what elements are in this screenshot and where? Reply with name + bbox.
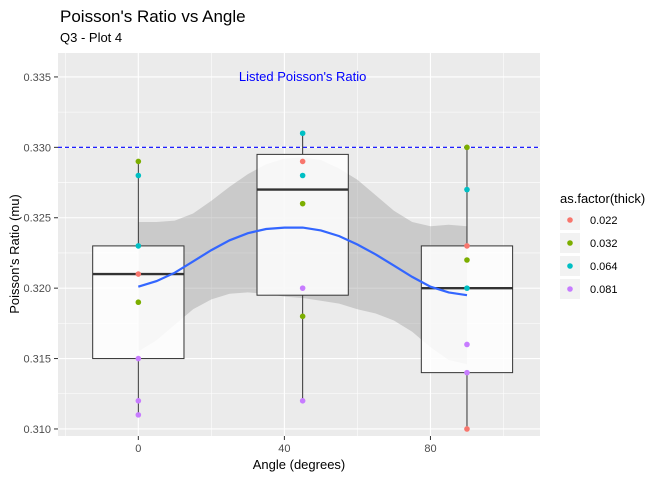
legend: as.factor(thick) 0.022 0.032 0.064 0.081: [560, 191, 645, 299]
boxplot-layer: [92, 133, 514, 429]
x-axis-ticks: 0 40 80: [135, 436, 437, 455]
legend-label: 0.081: [590, 284, 618, 296]
legend-key: [567, 217, 573, 223]
data-point: [299, 130, 306, 137]
data-point: [464, 243, 470, 249]
chart-title: Poisson's Ratio vs Angle: [60, 7, 246, 26]
data-point: [135, 412, 142, 418]
y-tick-label: 0.315: [23, 354, 51, 366]
data-point: [464, 285, 470, 291]
x-tick-label: 40: [278, 443, 290, 455]
smooth-line-layer: [137, 226, 468, 297]
data-point: [299, 313, 306, 320]
legend-key: [567, 263, 573, 269]
legend-key: [567, 286, 573, 292]
box-body: [420, 245, 514, 374]
data-point: [299, 172, 306, 179]
y-tick-label: 0.320: [23, 283, 51, 295]
legend-key: [567, 240, 573, 246]
data-point: [299, 397, 306, 404]
data-point: [135, 271, 142, 277]
data-point: [464, 144, 470, 151]
data-point: [135, 299, 142, 306]
y-tick-label: 0.310: [23, 424, 51, 436]
y-tick-label: 0.335: [23, 72, 51, 84]
legend-label: 0.032: [590, 238, 618, 250]
x-tick-label: 0: [135, 443, 141, 455]
x-axis-title: Angle (degrees): [253, 457, 346, 472]
data-point: [299, 285, 306, 291]
y-axis-ticks: 0.310 0.315 0.320 0.325 0.330 0.335: [23, 72, 58, 436]
data-point: [464, 426, 470, 432]
legend-label: 0.064: [590, 261, 618, 273]
data-point: [135, 243, 142, 249]
reference-annotation: Listed Poisson's Ratio: [239, 69, 367, 84]
data-point: [135, 172, 142, 179]
point-layer: [135, 130, 470, 432]
data-point: [299, 200, 306, 207]
x-tick-label: 80: [424, 443, 436, 455]
y-tick-label: 0.325: [23, 213, 51, 225]
data-point: [464, 369, 470, 376]
data-point: [135, 355, 142, 362]
y-axis-title: Poisson's Ratio (mu): [7, 194, 22, 314]
y-tick-label: 0.330: [23, 142, 51, 154]
legend-title: as.factor(thick): [560, 191, 645, 206]
data-point: [299, 158, 306, 165]
data-point: [135, 397, 142, 404]
smooth-line: [137, 226, 468, 297]
legend-label: 0.022: [590, 215, 618, 227]
data-point: [464, 186, 470, 193]
chart-subtitle: Q3 - Plot 4: [60, 30, 122, 45]
data-point: [464, 341, 470, 348]
data-point: [135, 158, 142, 165]
data-point: [464, 257, 470, 263]
